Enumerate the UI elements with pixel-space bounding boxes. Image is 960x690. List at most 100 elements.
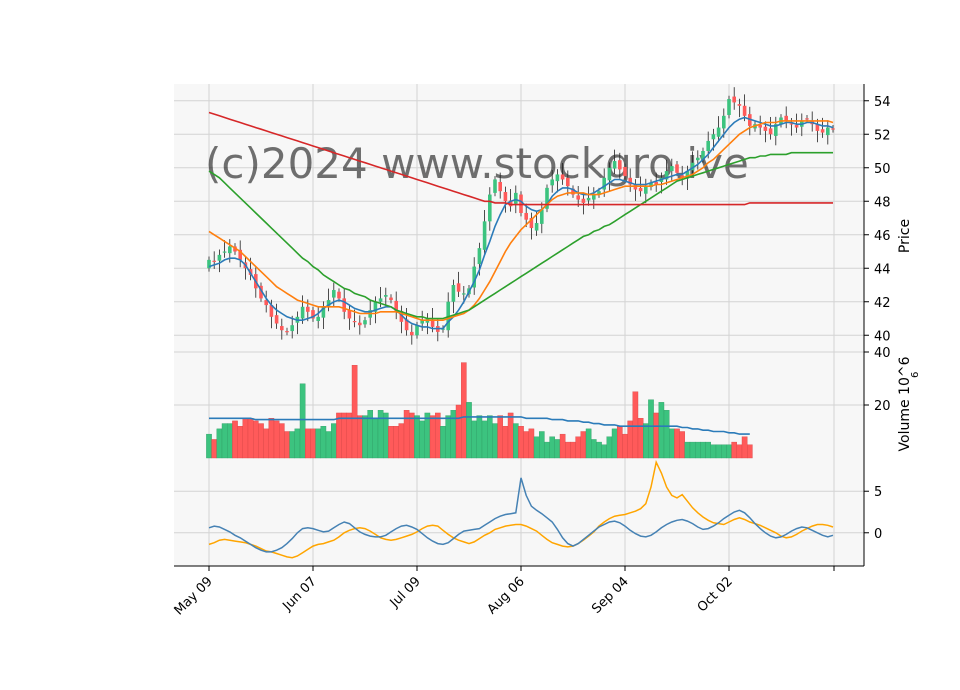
volume-bar bbox=[346, 412, 353, 459]
volume-bar bbox=[388, 426, 394, 459]
candle-up bbox=[540, 209, 544, 224]
candle-down bbox=[628, 177, 632, 185]
volume-bar bbox=[502, 426, 509, 459]
candle-down bbox=[680, 175, 684, 178]
volume-bar bbox=[305, 428, 311, 459]
volume-bar bbox=[367, 410, 374, 459]
candle-up bbox=[685, 171, 690, 179]
candle-down bbox=[342, 298, 346, 312]
volume-bar bbox=[559, 433, 566, 459]
volume-bar bbox=[237, 426, 244, 459]
candle-up bbox=[534, 223, 539, 231]
volume-bar bbox=[710, 444, 717, 459]
candle-up bbox=[649, 182, 653, 188]
volume-bar bbox=[528, 428, 535, 459]
candle-down bbox=[737, 104, 742, 106]
candle-up bbox=[326, 300, 331, 306]
candle-down bbox=[311, 310, 315, 319]
candle-up bbox=[607, 167, 612, 181]
candle-down bbox=[794, 125, 799, 128]
candle-down bbox=[805, 118, 809, 120]
candle-down bbox=[789, 123, 794, 125]
oscillator-slow-line bbox=[208, 477, 834, 553]
price-tick-label: 48 bbox=[874, 195, 891, 210]
volume-bar bbox=[731, 441, 737, 459]
candle-down bbox=[394, 300, 398, 312]
candle-up bbox=[300, 306, 305, 319]
candle-down bbox=[410, 331, 414, 336]
volume-bar bbox=[455, 404, 462, 459]
volume-bar bbox=[580, 431, 587, 459]
volume-bar bbox=[232, 420, 238, 459]
candle-up bbox=[514, 192, 518, 204]
volume-tick-label: 20 bbox=[874, 399, 891, 414]
volume-bar bbox=[336, 412, 342, 459]
candle-up bbox=[555, 174, 560, 182]
volume-bar bbox=[242, 418, 249, 459]
volume-axis-label: Volume 10^6 bbox=[897, 356, 913, 451]
candle-up bbox=[602, 177, 606, 190]
candle-up bbox=[415, 325, 419, 336]
volume-bar bbox=[341, 412, 348, 459]
volume-bar bbox=[622, 433, 628, 459]
candle-up bbox=[222, 251, 227, 253]
candle-down bbox=[337, 291, 341, 299]
volume-bar bbox=[216, 428, 223, 459]
candle-down bbox=[638, 187, 643, 192]
oscillator-panel bbox=[174, 458, 864, 566]
volume-bar bbox=[377, 410, 384, 459]
volume-bar bbox=[487, 415, 493, 459]
volume-bar bbox=[648, 399, 654, 459]
candle-down bbox=[581, 198, 586, 203]
candle-up bbox=[826, 127, 830, 136]
candle-down bbox=[274, 315, 279, 324]
candle-down bbox=[264, 300, 268, 306]
candle-down bbox=[623, 166, 627, 177]
volume-bar bbox=[518, 426, 524, 459]
volume-bar bbox=[331, 423, 337, 459]
volume-bar bbox=[700, 441, 706, 459]
volume-bar bbox=[684, 441, 691, 459]
volume-bar bbox=[544, 441, 550, 459]
volume-bar bbox=[481, 420, 488, 459]
candle-down bbox=[352, 321, 357, 323]
volume-bar bbox=[424, 412, 431, 459]
volume-bar bbox=[596, 441, 602, 459]
volume-bar bbox=[565, 441, 571, 459]
candle-down bbox=[212, 260, 216, 262]
candle-down bbox=[758, 125, 762, 128]
price-axis-label: Price bbox=[897, 219, 913, 253]
volume-bar bbox=[419, 420, 426, 459]
candle-down bbox=[633, 184, 638, 190]
candle-up bbox=[597, 191, 601, 195]
volume-bar bbox=[471, 420, 478, 459]
candle-up bbox=[321, 306, 326, 318]
volume-bar bbox=[398, 423, 405, 459]
candle-down bbox=[259, 285, 263, 299]
candle-up bbox=[472, 266, 476, 288]
candle-down bbox=[618, 160, 622, 170]
volume-bar bbox=[695, 441, 701, 459]
date-tick-label: Jun 07 bbox=[280, 574, 320, 614]
candle-down bbox=[732, 96, 736, 103]
candle-up bbox=[550, 179, 554, 186]
candle-down bbox=[498, 181, 502, 192]
candle-up bbox=[378, 298, 383, 302]
volume-bar bbox=[320, 426, 327, 459]
candle-up bbox=[482, 221, 487, 250]
volume-ma-line bbox=[209, 416, 750, 435]
candle-down bbox=[389, 297, 393, 301]
candle-up bbox=[290, 325, 294, 332]
volume-bar bbox=[747, 444, 753, 459]
volume-bar bbox=[461, 362, 467, 459]
candle-down bbox=[399, 310, 404, 322]
candle-down bbox=[675, 164, 679, 173]
candle-up bbox=[462, 293, 466, 295]
candle-down bbox=[654, 181, 658, 185]
volume-tick-label: 40 bbox=[874, 346, 891, 361]
candle-up bbox=[711, 134, 716, 140]
candle-up bbox=[384, 295, 388, 297]
candle-up bbox=[363, 320, 367, 325]
volume-bar bbox=[299, 383, 306, 459]
candle-up bbox=[493, 179, 497, 193]
